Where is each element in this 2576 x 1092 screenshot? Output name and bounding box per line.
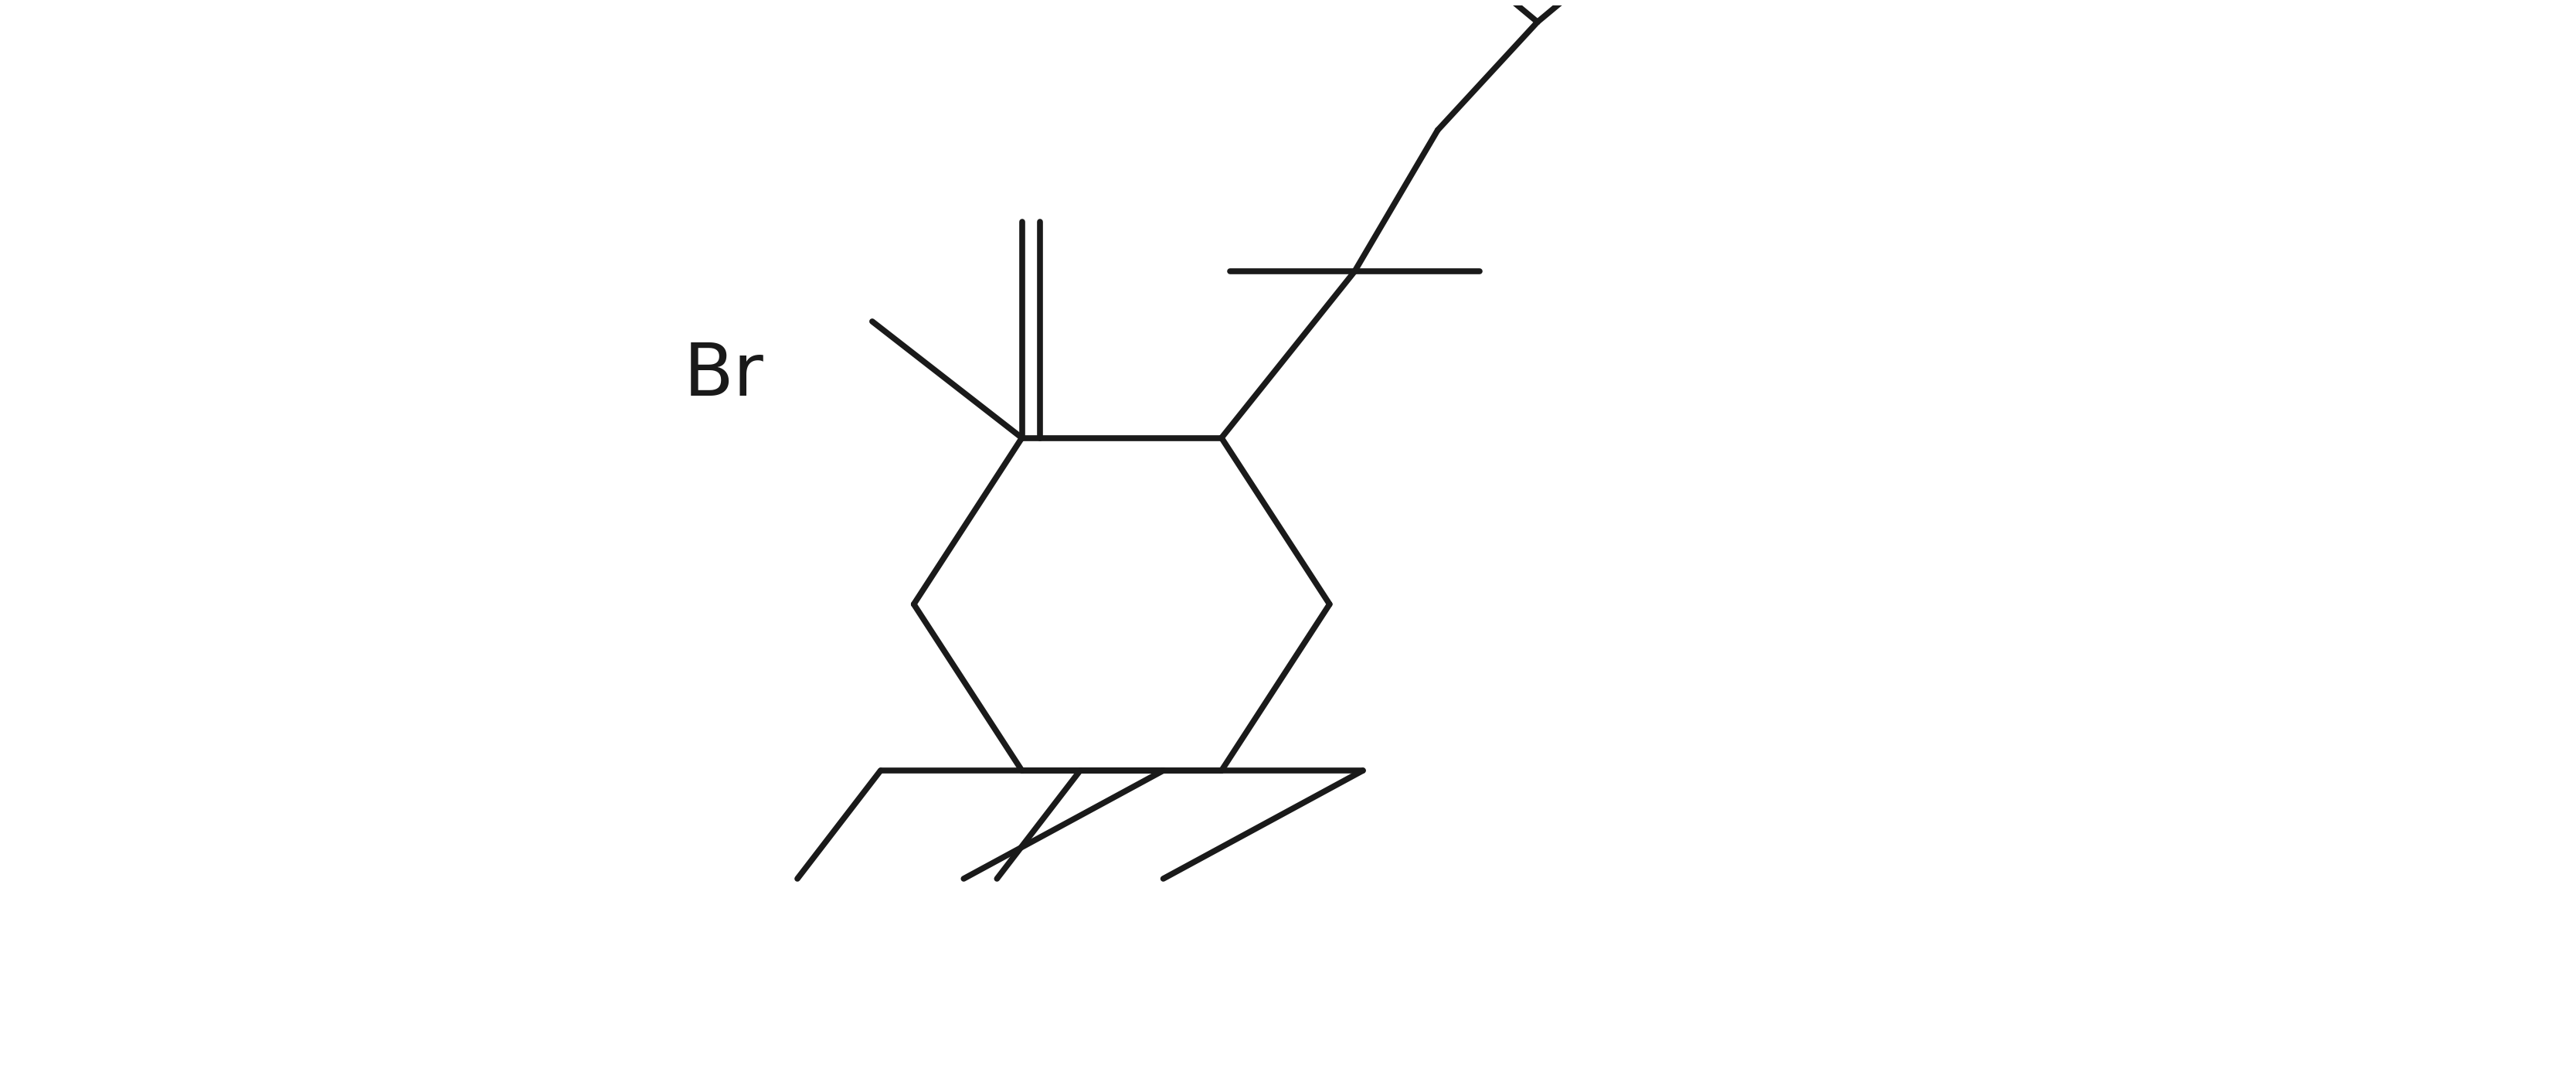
Text: Br: Br	[683, 340, 765, 411]
